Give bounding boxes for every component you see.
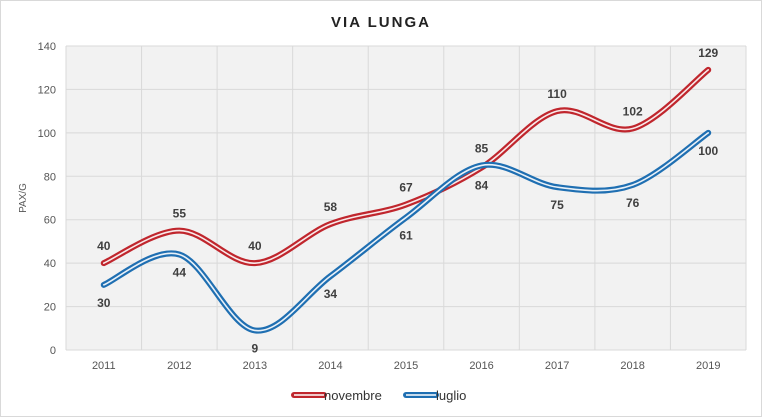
x-tick-label: 2019 <box>696 360 720 372</box>
series-line-core-luglio <box>102 132 710 332</box>
x-tick-label: 2017 <box>545 360 569 372</box>
data-label-luglio: 75 <box>550 198 564 212</box>
data-label-luglio: 61 <box>399 229 413 243</box>
plot-area <box>66 46 746 350</box>
data-label-novembre: 102 <box>623 105 643 119</box>
x-tick-label: 2012 <box>167 360 191 372</box>
data-label-novembre: 40 <box>248 239 262 253</box>
x-tick-label: 2014 <box>318 360 342 372</box>
data-label-luglio: 9 <box>252 341 259 355</box>
y-tick-label: 20 <box>44 302 56 314</box>
data-label-novembre: 67 <box>399 181 413 195</box>
data-label-luglio: 76 <box>626 196 640 210</box>
x-tick-label: 2018 <box>620 360 644 372</box>
legend-label-novembre: novembre <box>324 388 382 403</box>
data-label-novembre: 129 <box>698 46 718 60</box>
x-tick-label: 2016 <box>469 360 493 372</box>
data-label-luglio: 30 <box>97 296 111 310</box>
series-line-core-novembre <box>102 69 710 264</box>
data-label-novembre: 58 <box>324 200 338 214</box>
y-axis-label: PAX/G <box>18 183 29 213</box>
y-tick-label: 40 <box>44 258 56 270</box>
x-tick-label: 2011 <box>92 360 116 372</box>
data-label-luglio: 85 <box>475 141 489 155</box>
y-tick-label: 120 <box>38 84 56 96</box>
data-label-luglio: 44 <box>173 265 187 279</box>
data-label-novembre: 55 <box>173 207 187 221</box>
y-tick-label: 0 <box>50 345 56 357</box>
y-tick-label: 140 <box>38 41 56 53</box>
data-label-luglio: 100 <box>698 144 718 158</box>
y-tick-label: 100 <box>38 128 56 140</box>
data-label-luglio: 34 <box>324 287 338 301</box>
y-tick-label: 60 <box>44 215 56 227</box>
y-tick-label: 80 <box>44 171 56 183</box>
data-label-novembre: 84 <box>475 179 489 193</box>
data-label-novembre: 40 <box>97 239 111 253</box>
x-tick-label: 2013 <box>243 360 267 372</box>
legend-label-luglio: luglio <box>436 388 466 403</box>
x-tick-label: 2015 <box>394 360 418 372</box>
chart-title: VIA LUNGA <box>331 14 431 31</box>
data-label-novembre: 110 <box>547 87 567 101</box>
